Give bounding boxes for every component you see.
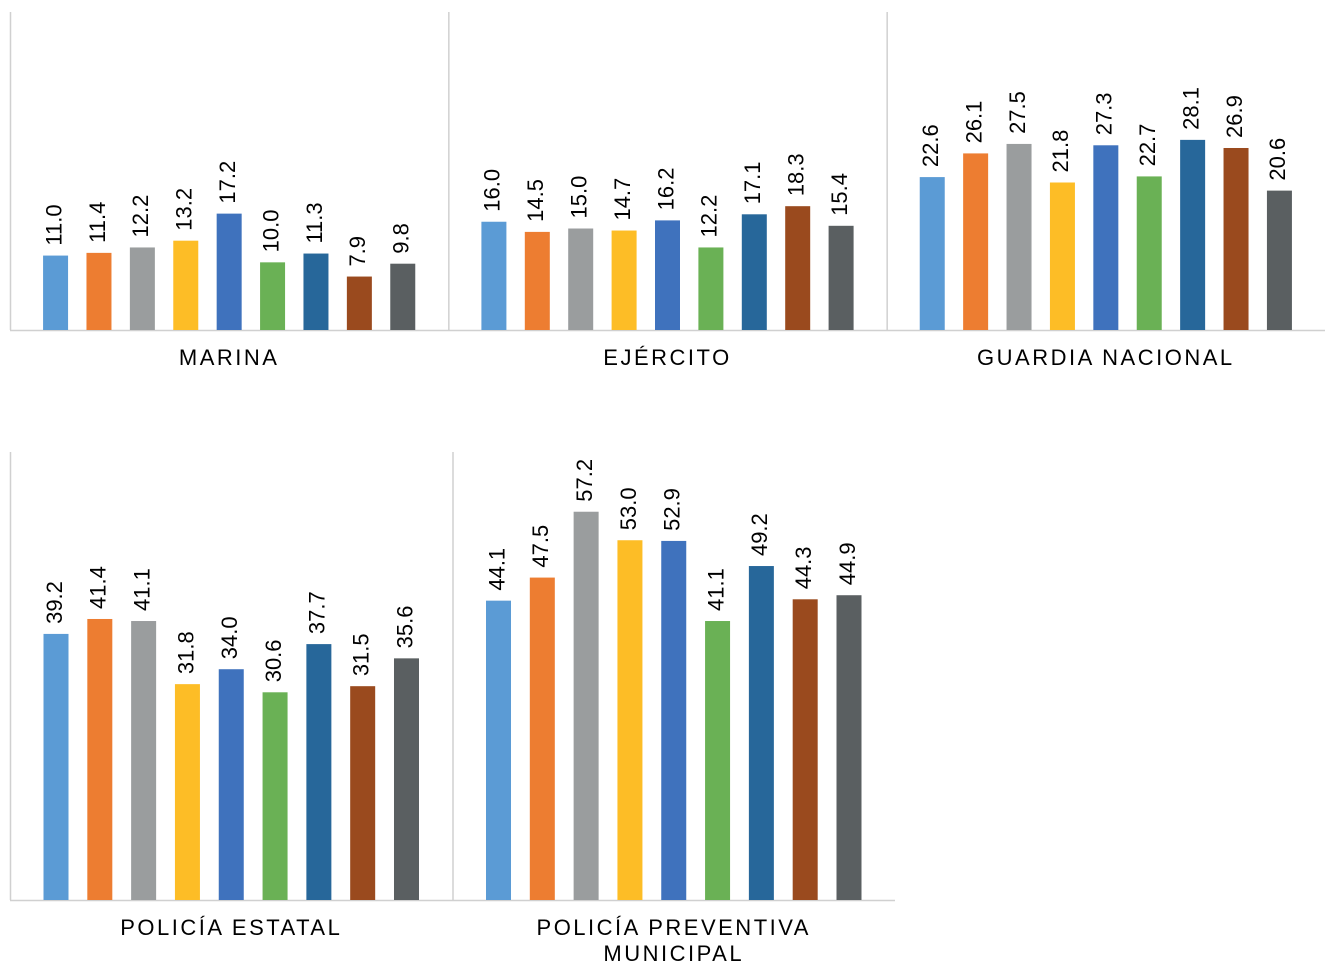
value-label: 11.4 xyxy=(85,202,110,243)
value-label: 41.1 xyxy=(703,568,728,611)
bar xyxy=(524,231,550,330)
category-label: EJÉRCITO xyxy=(603,345,732,370)
category-label: MARINA xyxy=(178,345,280,370)
bar xyxy=(86,252,112,330)
value-label: 26.1 xyxy=(961,101,986,144)
bar xyxy=(43,633,69,900)
category-label: POLICÍA ESTATAL xyxy=(120,915,343,940)
bar xyxy=(218,669,244,900)
value-label: 27.5 xyxy=(1005,91,1030,134)
bar xyxy=(568,228,594,330)
bar xyxy=(390,263,416,330)
bar xyxy=(1093,145,1119,330)
value-label: 30.6 xyxy=(261,639,286,682)
bar xyxy=(705,621,731,900)
bar xyxy=(393,658,419,900)
value-label: 27.3 xyxy=(1092,92,1117,135)
value-label: 28.1 xyxy=(1178,87,1203,130)
value-label: 12.2 xyxy=(128,195,153,238)
value-label: 52.9 xyxy=(660,488,685,531)
value-label: 7.9 xyxy=(345,236,370,267)
bar xyxy=(785,206,811,330)
bar xyxy=(87,618,113,900)
bar xyxy=(611,230,637,330)
category-label: POLICÍA PREVENTIVA MUNICIPAL xyxy=(536,915,811,966)
bar xyxy=(1223,147,1249,330)
bar xyxy=(1136,176,1162,330)
value-label: 16.2 xyxy=(653,168,678,211)
value-label: 15.4 xyxy=(827,173,852,216)
value-label: 41.4 xyxy=(86,566,111,609)
bar xyxy=(173,240,199,330)
bar xyxy=(303,253,329,330)
bar xyxy=(350,686,376,900)
value-label: 14.5 xyxy=(523,179,548,222)
value-label: 11.3 xyxy=(302,202,327,243)
value-label: 44.3 xyxy=(791,546,816,589)
value-label: 15.0 xyxy=(567,176,592,219)
bar xyxy=(573,511,599,900)
value-label: 26.9 xyxy=(1222,95,1247,138)
bar xyxy=(661,540,687,900)
bar xyxy=(129,247,155,330)
bar xyxy=(529,577,555,900)
category-label: GUARDIA NACIONAL xyxy=(977,345,1235,370)
bar xyxy=(260,262,286,330)
bar xyxy=(1266,190,1292,330)
bar xyxy=(262,692,288,900)
bar xyxy=(792,599,818,900)
value-label: 18.3 xyxy=(784,153,809,196)
value-label: 44.9 xyxy=(835,542,860,585)
value-label: 16.0 xyxy=(480,169,505,212)
bar xyxy=(741,214,767,330)
bar xyxy=(655,220,680,330)
value-label: 21.8 xyxy=(1048,130,1073,173)
bar xyxy=(1180,139,1206,330)
bar xyxy=(919,177,945,330)
bar xyxy=(306,644,332,900)
value-label: 49.2 xyxy=(747,513,772,556)
value-label: 39.2 xyxy=(42,581,67,624)
value-label: 12.2 xyxy=(697,195,722,238)
value-label: 17.2 xyxy=(215,161,240,204)
bar xyxy=(481,221,507,330)
value-label: 10.0 xyxy=(258,210,283,253)
bar xyxy=(216,213,242,330)
value-label: 31.8 xyxy=(173,631,198,674)
value-label: 37.7 xyxy=(305,591,330,634)
bar xyxy=(486,600,512,900)
bar xyxy=(828,225,854,330)
value-label: 11.0 xyxy=(41,204,66,245)
value-label: 20.6 xyxy=(1265,138,1290,181)
value-label: 31.5 xyxy=(348,633,373,676)
value-label: 57.2 xyxy=(572,459,597,502)
bar xyxy=(346,276,372,330)
value-label: 13.2 xyxy=(172,188,197,231)
bar xyxy=(131,621,157,900)
bar xyxy=(617,540,643,900)
bar xyxy=(836,595,862,900)
value-label: 53.0 xyxy=(616,487,641,530)
bar xyxy=(748,566,774,900)
bar xyxy=(174,684,200,900)
value-label: 44.1 xyxy=(484,548,509,591)
value-label: 22.7 xyxy=(1135,124,1160,167)
bar xyxy=(43,255,69,330)
value-label: 47.5 xyxy=(528,525,553,568)
value-label: 22.6 xyxy=(918,124,943,167)
bar xyxy=(1049,182,1075,330)
value-label: 34.0 xyxy=(217,616,242,659)
value-label: 35.6 xyxy=(392,606,417,649)
bar xyxy=(963,153,989,330)
bar xyxy=(1006,143,1032,330)
bar xyxy=(698,247,724,330)
value-label: 14.7 xyxy=(610,178,635,221)
value-label: 41.1 xyxy=(129,568,154,611)
value-label: 9.8 xyxy=(389,223,414,254)
value-label: 17.1 xyxy=(740,161,765,204)
